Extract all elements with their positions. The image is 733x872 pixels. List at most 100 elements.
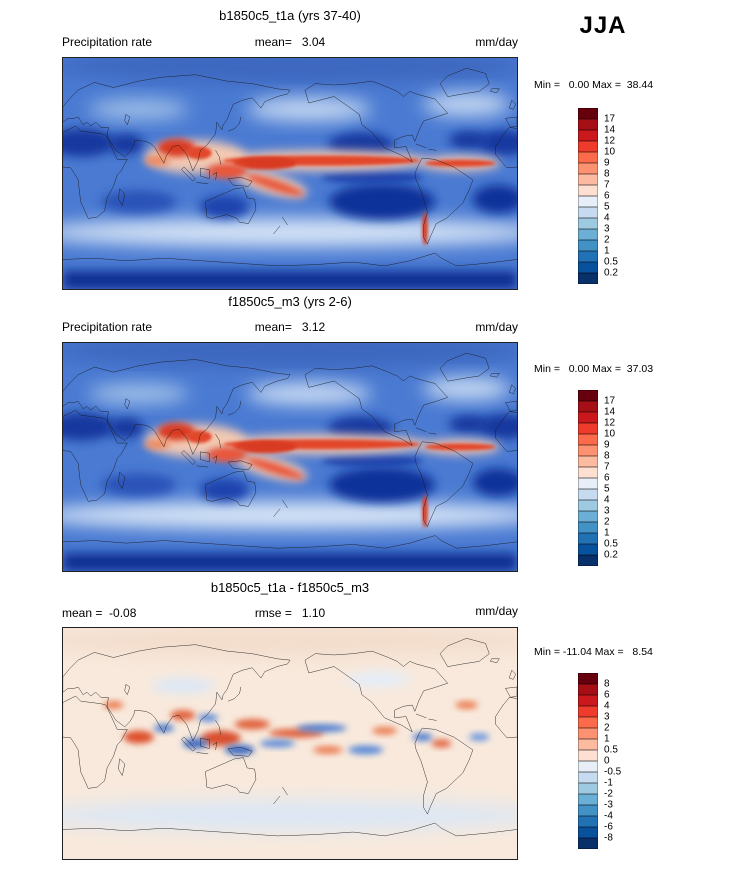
panel-3-map bbox=[62, 627, 518, 860]
colorbar-swatch bbox=[578, 163, 598, 174]
panel-1-units-label: mm/day bbox=[475, 35, 518, 49]
panel-1-map bbox=[62, 57, 518, 290]
panel-1-mean-label: mean= 3.04 bbox=[254, 35, 326, 49]
colorbar-tick-label: 2 bbox=[604, 722, 610, 734]
precip-field-layer bbox=[63, 343, 517, 571]
colorbar-tick-label: 9 bbox=[604, 157, 610, 169]
panel-2-mean-label: mean= 3.12 bbox=[254, 320, 326, 334]
colorbar-tick-label: 4 bbox=[604, 494, 610, 506]
colorbar-tick-label: 3 bbox=[604, 711, 610, 723]
panel-1-title: b1850c5_t1a (yrs 37-40) bbox=[219, 8, 361, 23]
colorbar-swatch bbox=[578, 695, 598, 706]
colorbar-tick-label: 6 bbox=[604, 689, 610, 701]
panel-2-map bbox=[62, 342, 518, 572]
colorbar-tick-label: -2 bbox=[604, 788, 613, 800]
colorbar-tick-label: 9 bbox=[604, 439, 610, 451]
colorbar-swatch bbox=[578, 533, 598, 544]
colorbar-swatch bbox=[578, 478, 598, 489]
season-label: JJA bbox=[579, 12, 627, 39]
colorbar-swatch bbox=[578, 174, 598, 185]
colorbar-swatch bbox=[578, 673, 598, 684]
colorbar-swatch bbox=[578, 218, 598, 229]
colorbar-swatch bbox=[578, 772, 598, 783]
diff-field-layer bbox=[63, 628, 517, 859]
colorbar-swatch bbox=[578, 555, 598, 566]
panel-3-mean-label: mean = -0.08 bbox=[62, 606, 137, 620]
panel-1-colorbar: 17 14 12 10 9 8 7 6 5 4 3 2 1 0.5 0.2 bbox=[578, 108, 618, 284]
colorbar-tick-label: 1 bbox=[604, 245, 610, 257]
colorbar-tick-label: 8 bbox=[604, 678, 610, 690]
colorbar-tick-label: 10 bbox=[604, 146, 616, 158]
colorbar-swatch bbox=[578, 489, 598, 500]
colorbar-swatch bbox=[578, 717, 598, 728]
colorbar-swatch bbox=[578, 185, 598, 196]
panel-3-minmax-label: Min = -11.04 Max = 8.54 bbox=[534, 646, 653, 658]
colorbar-tick-label: -1 bbox=[604, 777, 613, 789]
colorbar-tick-label: 0.5 bbox=[604, 538, 618, 550]
panel-3-colorbar: 8 6 4 3 2 1 0.5 0 -0.5 -1 -2 -3 -4 -6 -8 bbox=[578, 673, 621, 849]
colorbar-tick-label: 0.5 bbox=[604, 256, 618, 268]
colorbar-swatch bbox=[578, 739, 598, 750]
colorbar-tick-label: 0.2 bbox=[604, 549, 618, 561]
colorbar-swatch bbox=[578, 273, 598, 284]
colorbar-swatch bbox=[578, 108, 598, 119]
panel-2-variable-label: Precipitation rate bbox=[62, 320, 153, 334]
colorbar-swatch bbox=[578, 141, 598, 152]
colorbar-swatch bbox=[578, 412, 598, 423]
panel-2-units-label: mm/day bbox=[475, 320, 518, 334]
colorbar-tick-label: 17 bbox=[604, 395, 616, 407]
colorbar-swatch bbox=[578, 390, 598, 401]
colorbar-swatch bbox=[578, 456, 598, 467]
colorbar-swatch bbox=[578, 152, 598, 163]
panel-1-minmax-label: Min = 0.00 Max = 38.44 bbox=[534, 79, 654, 91]
colorbar-swatch bbox=[578, 816, 598, 827]
colorbar-tick-label: 12 bbox=[604, 417, 616, 429]
colorbar-swatch bbox=[578, 805, 598, 816]
colorbar-tick-label: 5 bbox=[604, 483, 610, 495]
colorbar-tick-label: 2 bbox=[604, 516, 610, 528]
colorbar-swatch bbox=[578, 838, 598, 849]
colorbar-swatch bbox=[578, 500, 598, 511]
colorbar-tick-label: 8 bbox=[604, 450, 610, 462]
colorbar-swatch bbox=[578, 544, 598, 555]
colorbar-swatch bbox=[578, 262, 598, 273]
precip-field-layer bbox=[63, 58, 517, 289]
colorbar-swatch bbox=[578, 119, 598, 130]
colorbar-tick-label: -8 bbox=[604, 832, 613, 844]
panel-2-colorbar: 17 14 12 10 9 8 7 6 5 4 3 2 1 0.5 0.2 bbox=[578, 390, 618, 566]
panel-3-map-canvas bbox=[63, 628, 517, 859]
colorbar-tick-label: 0.2 bbox=[604, 267, 618, 279]
colorbar-tick-label: 10 bbox=[604, 428, 616, 440]
colorbar-swatch bbox=[578, 423, 598, 434]
colorbar-tick-label: 7 bbox=[604, 461, 610, 473]
colorbar-tick-label: 6 bbox=[604, 472, 610, 484]
panel-2-minmax-label: Min = 0.00 Max = 37.03 bbox=[534, 363, 654, 375]
colorbar-tick-label: 12 bbox=[604, 135, 616, 147]
colorbar-tick-label: -0.5 bbox=[604, 766, 622, 778]
colorbar-tick-label: 5 bbox=[604, 201, 610, 213]
colorbar-tick-label: 1 bbox=[604, 527, 610, 539]
colorbar-tick-label: -6 bbox=[604, 821, 613, 833]
colorbar-swatch bbox=[578, 522, 598, 533]
colorbar-swatch bbox=[578, 229, 598, 240]
colorbar-tick-label: 7 bbox=[604, 179, 610, 191]
panel-1-map-canvas bbox=[63, 58, 517, 289]
colorbar-tick-label: 2 bbox=[604, 234, 610, 246]
colorbar-swatch bbox=[578, 761, 598, 772]
panel-1-variable-label: Precipitation rate bbox=[62, 35, 153, 49]
colorbar-swatch bbox=[578, 240, 598, 251]
colorbar-tick-label: 0.5 bbox=[604, 744, 618, 756]
colorbar-swatch bbox=[578, 728, 598, 739]
colorbar-swatch bbox=[578, 684, 598, 695]
colorbar-swatch bbox=[578, 750, 598, 761]
colorbar-swatch bbox=[578, 511, 598, 522]
colorbar-swatch bbox=[578, 783, 598, 794]
colorbar-tick-label: 8 bbox=[604, 168, 610, 180]
colorbar-swatch bbox=[578, 251, 598, 262]
colorbar-tick-label: 1 bbox=[604, 733, 610, 745]
colorbar-swatch bbox=[578, 401, 598, 412]
colorbar-tick-label: 0 bbox=[604, 755, 610, 767]
colorbar-swatch bbox=[578, 130, 598, 141]
panel-3-units-label: mm/day bbox=[475, 604, 518, 618]
